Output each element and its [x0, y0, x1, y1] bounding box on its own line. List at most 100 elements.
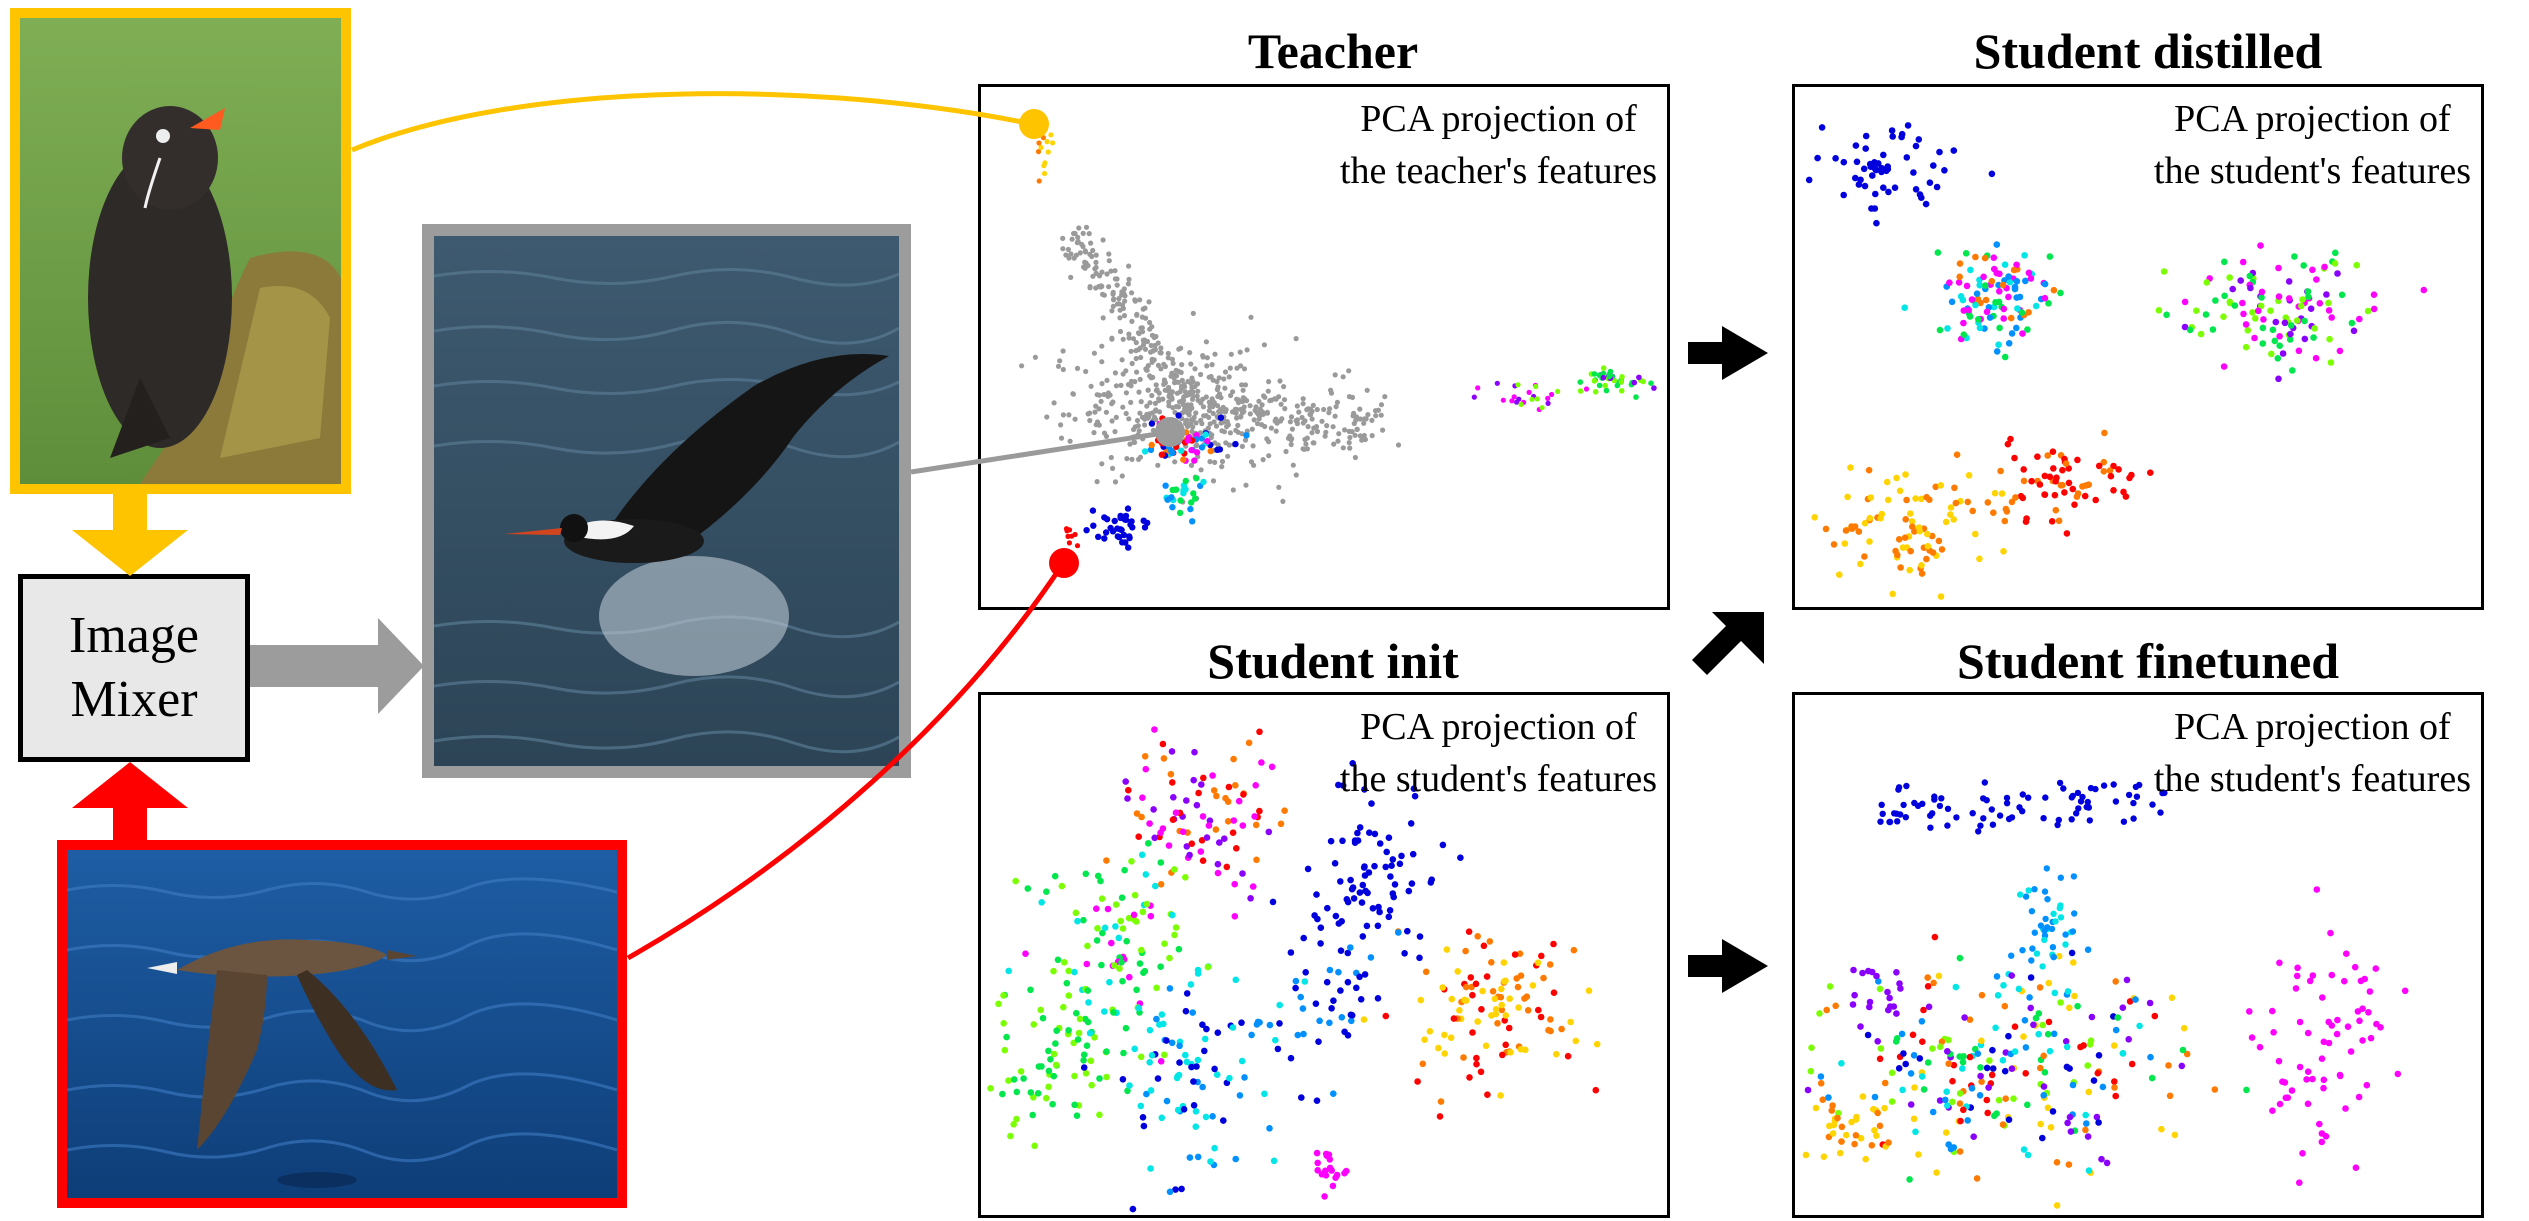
scatter-point [1358, 899, 1366, 906]
scatter-point [1385, 913, 1393, 921]
scatter-point [1564, 1052, 1572, 1060]
scatter-point [1314, 406, 1320, 413]
scatter-point [1249, 426, 1255, 432]
scatter-point [1421, 1036, 1428, 1043]
scatter-point [1341, 1028, 1348, 1036]
scatter-point [2356, 315, 2363, 323]
scatter-point [1853, 158, 1861, 166]
scatter-point [1120, 336, 1126, 342]
scatter-point [1137, 1102, 1145, 1110]
scatter-point [2155, 307, 2163, 314]
scatter-point [1242, 437, 1249, 443]
scatter-point [1382, 394, 1388, 400]
scatter-point [2243, 1086, 2250, 1094]
scatter-point [2046, 473, 2054, 481]
scatter-point [1961, 1014, 1968, 1021]
scatter-point [1219, 464, 1225, 470]
scatter-point [2239, 258, 2247, 266]
scatter-point [1096, 406, 1102, 412]
scatter-point [2007, 314, 2015, 322]
scatter-point [1130, 911, 1138, 919]
scatter-point [1524, 1007, 1532, 1014]
scatter-point [1300, 396, 1306, 402]
scatter-point [1947, 504, 1955, 511]
scatter-point [1292, 984, 1299, 992]
scatter-point [1090, 522, 1097, 529]
scatter-point [1238, 363, 1244, 369]
scatter-point [2018, 309, 2026, 316]
scatter-point [1188, 462, 1195, 468]
scatter-point [1338, 918, 1345, 925]
scatter-point [1121, 313, 1128, 319]
scatter-point [1618, 388, 1625, 394]
scatter-point [1592, 389, 1599, 395]
scatter-point [1216, 375, 1222, 381]
scatter-point [1183, 843, 1191, 850]
scatter-point [1221, 835, 1228, 842]
scatter-point [1268, 763, 1276, 771]
scatter-point [1805, 176, 1813, 184]
scatter-point [1182, 1051, 1189, 1059]
scatter-point [1920, 1006, 1927, 1014]
scatter-point [2008, 330, 2016, 337]
scatter-point [2052, 478, 2059, 485]
scatter-point [1060, 412, 1066, 418]
scatter-point [1154, 430, 1162, 437]
scatter-point [2008, 814, 2016, 821]
scatter-point [1567, 1018, 1574, 1026]
scatter-point [1172, 1186, 1179, 1193]
scatter-point [1585, 987, 1593, 994]
scatter-point [1885, 188, 1892, 196]
scatter-point [1207, 1158, 1214, 1165]
scatter-point [1328, 387, 1334, 393]
scatter-point [1915, 1151, 1922, 1158]
scatter-point [1226, 1074, 1233, 1082]
scatter-point [2367, 1034, 2375, 1042]
scatter-point [1113, 414, 1119, 420]
scatter-point [1163, 1037, 1170, 1044]
scatter-point [1848, 1118, 1855, 1126]
scatter-point [1545, 395, 1551, 401]
arrow-init-to-finetuned [1688, 939, 1768, 993]
scatter-point [2171, 1131, 2179, 1139]
scatter-point [1110, 399, 1116, 405]
scatter-point [2099, 1083, 2107, 1091]
scatter-point [2221, 292, 2228, 300]
scatter-point [1136, 330, 1142, 337]
scatter-point [1326, 410, 1332, 416]
scatter-point [1179, 397, 1186, 403]
scatter-point [1851, 991, 1858, 999]
scatter-point [1533, 383, 1539, 390]
scatter-point [1191, 414, 1197, 421]
scatter-point [1897, 564, 1904, 571]
scatter-point [1966, 313, 1974, 320]
scatter-point [2284, 1094, 2292, 1101]
scatter-point [1344, 978, 1352, 986]
scatter-point [1969, 507, 1976, 515]
scatter-point [2013, 261, 2020, 269]
scatter-point [1505, 1024, 1513, 1032]
student-init-pca-panel: PCA projection of the student's features [978, 692, 1670, 1218]
scatter-point [1194, 1056, 1202, 1064]
scatter-point [1126, 263, 1132, 269]
scatter-point [2275, 1057, 2283, 1065]
scatter-point [1960, 1106, 1967, 1114]
scatter-point [2087, 1037, 2095, 1044]
scatter-point [1169, 816, 1177, 823]
scatter-point [1281, 397, 1288, 403]
scatter-point [1020, 1075, 1027, 1082]
scatter-point [1993, 348, 2001, 355]
scatter-point [2008, 1065, 2016, 1072]
scatter-point [1157, 881, 1165, 888]
scatter-point [2285, 278, 2293, 285]
scatter-point [1232, 410, 1238, 416]
scatter-point [2274, 355, 2282, 362]
scatter-point [1234, 415, 1240, 421]
scatter-point [1309, 430, 1315, 436]
scatter-point [2247, 284, 2254, 292]
scatter-point [2022, 1070, 2029, 1077]
scatter-point [2049, 944, 2057, 951]
student-distilled-pca-panel: PCA projection of the student's features [1792, 84, 2484, 610]
scatter-point [1818, 124, 1826, 131]
scatter-point [1298, 1094, 1305, 1101]
